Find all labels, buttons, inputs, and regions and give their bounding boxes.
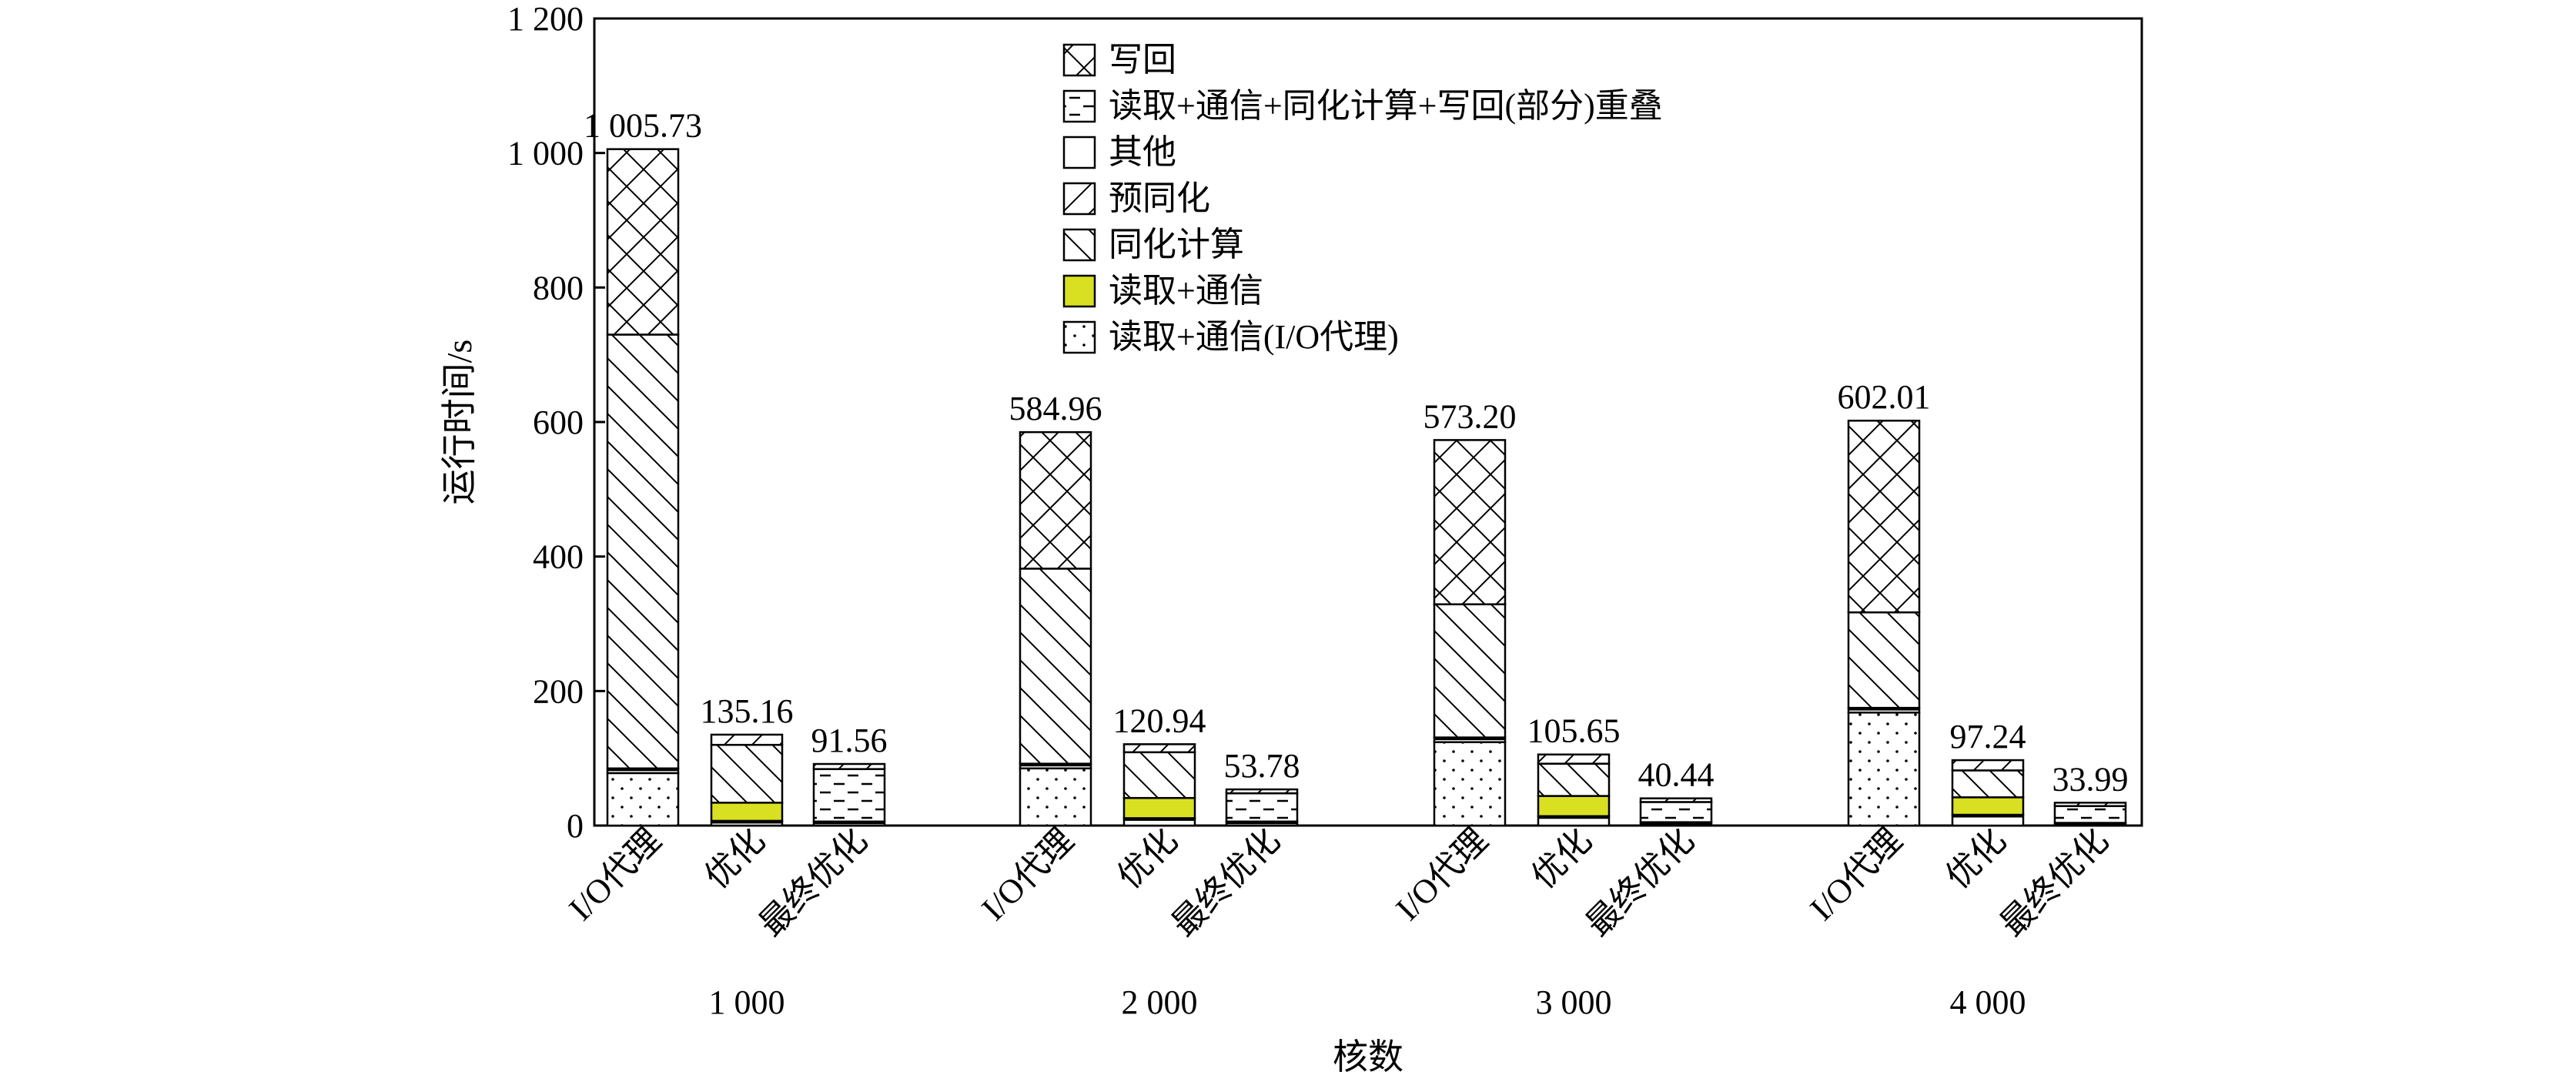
bar-total-label: 91.56 bbox=[811, 722, 888, 759]
group-label: 4 000 bbox=[1950, 983, 2026, 1021]
bar-segment-assim bbox=[1122, 751, 1196, 799]
bar-total-label: 105.65 bbox=[1527, 712, 1621, 750]
bar-segment-overlap bbox=[812, 768, 886, 823]
y-tick-label: 600 bbox=[533, 404, 584, 441]
bar-total-label: 120.94 bbox=[1113, 702, 1206, 739]
bar-total-label: 135.16 bbox=[701, 692, 794, 730]
y-tick-label: 400 bbox=[533, 538, 584, 576]
bar-segment-writeback bbox=[1847, 419, 1921, 614]
plot-frame bbox=[593, 17, 2143, 827]
legend-label-other: 其他 bbox=[1109, 133, 1176, 171]
bar-total-label: 97.24 bbox=[1950, 718, 2026, 755]
bar-category-label: 最终优化 bbox=[1993, 821, 2116, 943]
bar-category-label: 优化 bbox=[698, 821, 772, 896]
bar-segment-readcomm_io bbox=[1019, 767, 1092, 827]
bar-total-label: 33.99 bbox=[2052, 760, 2129, 798]
y-tick-label: 1 200 bbox=[507, 0, 584, 38]
bar-total-label: 53.78 bbox=[1224, 747, 1300, 785]
bar-segment-presync bbox=[812, 762, 886, 770]
legend-label-overlap: 读取+通信+同化计算+写回(部分)重叠 bbox=[1109, 87, 1663, 125]
bar-category-label: 最终优化 bbox=[1579, 821, 1701, 943]
legend-label-readcomm: 读取+通信 bbox=[1109, 272, 1263, 310]
legend-label-assim: 同化计算 bbox=[1109, 226, 1244, 263]
bar-segment-presync bbox=[1537, 753, 1611, 765]
group-label: 1 000 bbox=[709, 983, 785, 1021]
bar-segment-presync bbox=[1225, 788, 1299, 795]
bar-segment-assim bbox=[1537, 762, 1611, 797]
legend-swatch-readcomm bbox=[1062, 274, 1096, 308]
legend-swatch-presync bbox=[1062, 182, 1096, 216]
bar-segment-assim bbox=[606, 333, 680, 770]
bar-segment-presync bbox=[2053, 802, 2127, 807]
bar-segment-overlap bbox=[1225, 792, 1299, 823]
bar-category-label: 优化 bbox=[1110, 821, 1185, 896]
bar-segment-readcomm bbox=[1951, 796, 2025, 816]
bar-segment-writeback bbox=[1019, 430, 1092, 570]
x-axis-title: 核数 bbox=[1333, 1037, 1403, 1077]
legend-label-readcomm_io: 读取+通信(I/O代理) bbox=[1109, 318, 1399, 356]
legend-label-writeback: 写回 bbox=[1109, 41, 1176, 79]
bar-segment-assim bbox=[1951, 769, 2025, 799]
bar-segment-presync bbox=[1951, 759, 2025, 772]
legend-swatch-readcomm_io bbox=[1062, 320, 1096, 354]
y-tick-label: 200 bbox=[533, 672, 584, 710]
bar-segment-writeback bbox=[606, 148, 680, 336]
group-label: 3 000 bbox=[1536, 983, 1612, 1021]
y-axis-title: 运行时间/s bbox=[440, 340, 479, 505]
bar-segment-overlap bbox=[1639, 801, 1713, 823]
bar-segment-presync bbox=[1122, 743, 1196, 754]
bar-segment-writeback bbox=[1433, 439, 1507, 605]
bar-segment-readcomm_io bbox=[606, 772, 680, 827]
group-label: 2 000 bbox=[1122, 983, 1198, 1021]
bar-total-label: 602.01 bbox=[1838, 378, 1931, 416]
legend-label-presync: 预同化 bbox=[1109, 179, 1210, 217]
bar-segment-presync bbox=[710, 733, 784, 746]
bar-segment-overlap bbox=[2053, 805, 2127, 824]
bar-segment-presync bbox=[1639, 797, 1713, 803]
bar-segment-assim bbox=[1847, 611, 1921, 709]
legend-swatch-other bbox=[1062, 136, 1096, 169]
bar-segment-assim bbox=[1433, 603, 1507, 739]
bar-category-label: 最终优化 bbox=[1165, 821, 1287, 943]
bar-category-label: I/O代理 bbox=[1803, 821, 1909, 927]
bar-category-label: I/O代理 bbox=[1389, 821, 1495, 927]
bar-total-label: 573.20 bbox=[1423, 397, 1517, 435]
bar-category-label: I/O代理 bbox=[975, 821, 1081, 927]
y-tick-label: 800 bbox=[533, 269, 584, 307]
legend-swatch-overlap bbox=[1062, 89, 1096, 123]
y-tick-label: 1 000 bbox=[507, 135, 584, 173]
bar-segment-readcomm bbox=[710, 802, 784, 822]
legend-swatch-writeback bbox=[1062, 43, 1096, 77]
bar-category-label: 优化 bbox=[1524, 821, 1599, 896]
bar-segment-readcomm_io bbox=[1433, 741, 1507, 827]
bar-segment-readcomm bbox=[1122, 796, 1196, 819]
bar-total-label: 40.44 bbox=[1638, 756, 1715, 794]
bar-total-label: 1 005.73 bbox=[584, 107, 702, 145]
legend-swatch-assim bbox=[1062, 228, 1096, 262]
bar-category-label: 最终优化 bbox=[752, 821, 875, 943]
bar-category-label: 优化 bbox=[1939, 821, 2013, 896]
bar-segment-readcomm bbox=[1537, 795, 1611, 818]
bar-total-label: 584.96 bbox=[1009, 390, 1102, 427]
bar-segment-assim bbox=[710, 743, 784, 804]
bar-segment-assim bbox=[1019, 568, 1092, 765]
bar-segment-readcomm_io bbox=[1847, 712, 1921, 827]
y-tick-label: 0 bbox=[567, 807, 584, 845]
